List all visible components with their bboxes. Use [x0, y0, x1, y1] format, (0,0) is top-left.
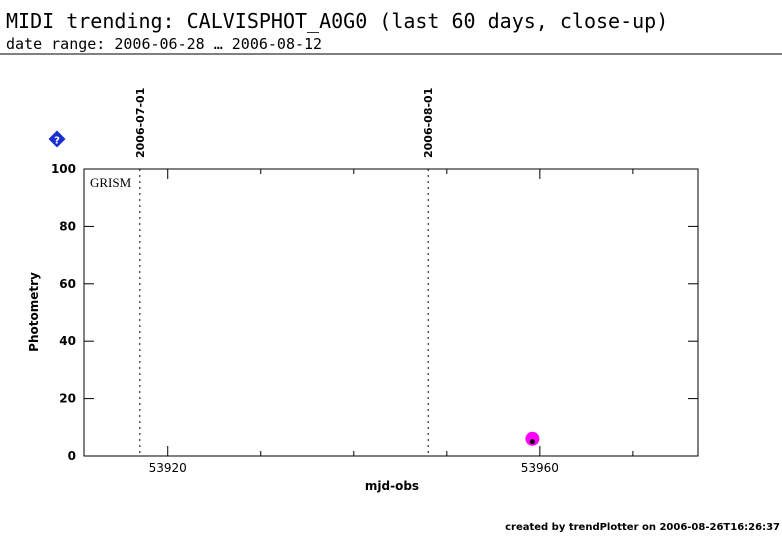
- data-point: [525, 431, 540, 446]
- y-tick-label: 40: [59, 334, 76, 348]
- y-tick-label: 100: [51, 162, 76, 176]
- y-axis-label: Photometry: [27, 272, 41, 352]
- help-label[interactable]: ?: [54, 136, 60, 147]
- chart-subtitle: date range: 2006-06-28 … 2006-08-12: [6, 35, 322, 53]
- data-point: [529, 439, 535, 445]
- chart-title: MIDI trending: CALVISPHOT_A0G0 (last 60 …: [6, 9, 668, 33]
- footer: created by trendPlotter on 2006-08-26T16…: [505, 522, 780, 533]
- x-tick-label: 53920: [149, 461, 187, 475]
- y-tick-label: 20: [59, 392, 76, 406]
- y-tick-label: 0: [68, 449, 76, 463]
- date-marker-label: 2006-07-01: [134, 88, 147, 158]
- date-marker-label: 2006-08-01: [422, 88, 435, 158]
- plot-frame: [83, 168, 699, 457]
- x-tick-label: 53960: [521, 461, 559, 475]
- help-icon[interactable]: ?: [48, 130, 66, 148]
- annotation: GRISM: [90, 175, 132, 190]
- y-tick-label: 60: [59, 277, 76, 291]
- y-tick-label: 80: [59, 219, 76, 233]
- x-axis-label: mjd-obs: [365, 479, 419, 493]
